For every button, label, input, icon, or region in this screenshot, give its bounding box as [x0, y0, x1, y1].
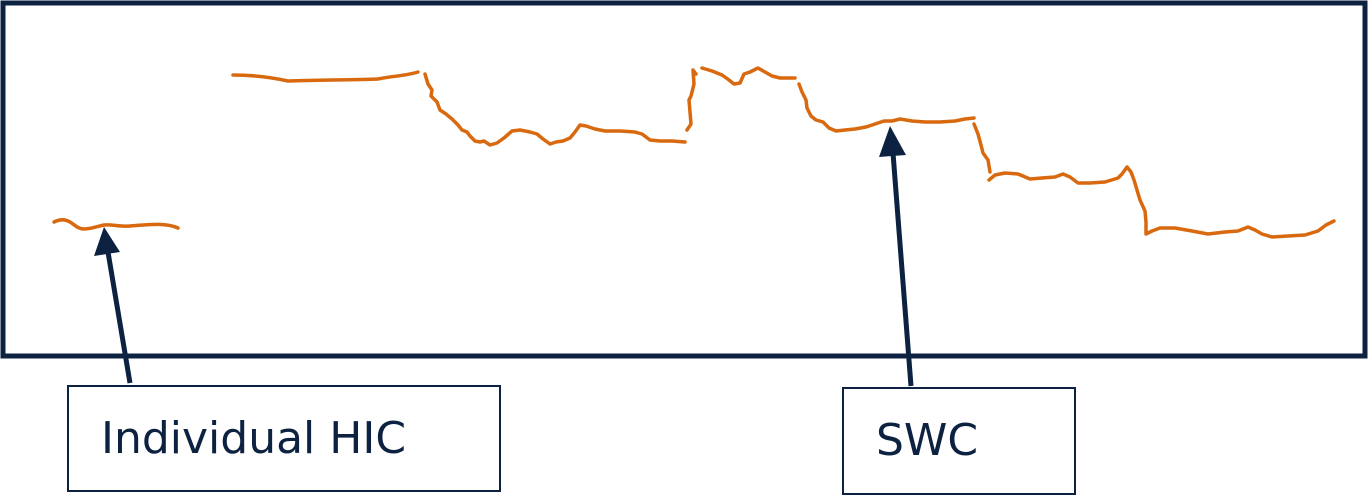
swc-trace-segment-4	[685, 68, 698, 132]
swc-label: SWC	[876, 415, 979, 466]
plot-frame	[0, 0, 1368, 359]
swc-arrow	[879, 126, 914, 387]
swc-trace-segment-2	[231, 70, 420, 83]
swc-trace-segment-3	[423, 72, 687, 147]
individual-hic-label: Individual HIC	[101, 412, 407, 464]
swc-label-box: SWC	[842, 387, 1076, 495]
individual-hic-label-box: Individual HIC	[67, 385, 501, 492]
swc-trace-segment-7	[972, 122, 992, 174]
hic-arrow	[94, 227, 133, 384]
swc-trace-segment-6	[797, 82, 976, 133]
swc-trace-segment-5	[700, 66, 797, 86]
swc-trace-segment-8	[987, 165, 1336, 239]
hic-trace-segment-1	[52, 218, 180, 231]
